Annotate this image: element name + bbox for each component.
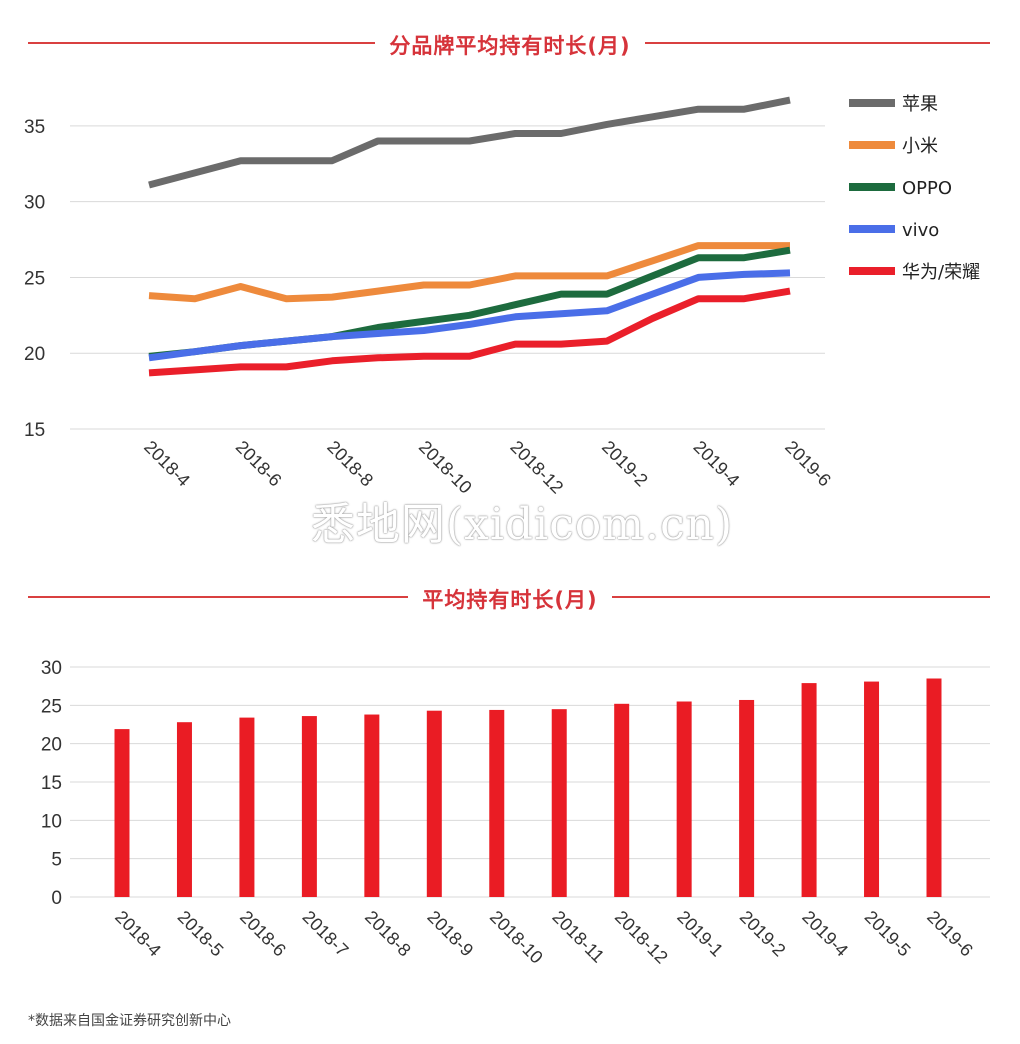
y-tick-label: 20	[41, 735, 62, 756]
x-tick-label: 2018-7	[299, 907, 353, 961]
bar	[301, 716, 317, 897]
x-tick-label: 2018-4	[111, 907, 165, 961]
bar	[551, 709, 567, 897]
x-tick-label: 2018-10	[486, 907, 547, 968]
x-tick-label: 2019-4	[798, 907, 852, 961]
x-tick-label: 2018-5	[174, 907, 228, 961]
y-tick-label: 5	[51, 850, 62, 871]
bar	[739, 699, 755, 897]
bar	[489, 709, 505, 897]
bar	[364, 714, 380, 897]
bar	[614, 703, 630, 897]
line-chart-title-row: 分品牌平均持有时长(月)	[0, 28, 1020, 58]
x-tick-label: 2019-5	[861, 907, 915, 961]
legend-label: vivo	[902, 220, 939, 241]
bar	[114, 729, 130, 897]
bar	[864, 681, 880, 897]
y-tick-label: 15	[24, 420, 45, 441]
watermark: 悉地网(xidicom.cn)	[310, 499, 734, 550]
bar-chart-title: 平均持有时长(月)	[408, 588, 612, 612]
x-tick-label: 2018-12	[611, 907, 672, 968]
bar	[176, 722, 192, 897]
bar	[426, 710, 442, 897]
y-tick-label: 20	[24, 344, 45, 365]
legend-label: OPPO	[902, 178, 952, 199]
legend-label: 华为/荣耀	[902, 262, 980, 283]
series-line	[148, 287, 791, 377]
bar	[926, 678, 942, 897]
y-tick-label: 10	[41, 811, 62, 832]
x-tick-label: 2018-11	[548, 907, 608, 967]
y-tick-label: 25	[41, 696, 62, 717]
bar	[239, 717, 255, 897]
legend-label: 苹果	[902, 94, 938, 115]
y-tick-label: 0	[51, 888, 62, 909]
x-tick-label: 2018-9	[423, 907, 477, 961]
bar-chart-title-row: 平均持有时长(月)	[0, 582, 1020, 612]
y-tick-label: 30	[41, 658, 62, 679]
x-tick-label: 2018-8	[361, 907, 415, 961]
bar	[676, 701, 692, 897]
series-line	[148, 269, 791, 362]
x-tick-label: 2019-2	[736, 907, 790, 961]
y-tick-label: 15	[41, 773, 62, 794]
line-chart-title: 分品牌平均持有时长(月)	[375, 34, 645, 58]
bar	[801, 683, 817, 897]
x-tick-label: 2019-1	[673, 907, 727, 961]
series-line	[148, 242, 790, 303]
y-tick-label: 25	[24, 268, 45, 289]
series-line	[148, 96, 791, 189]
footnote: *数据来自国金证券研究创新中心	[28, 1013, 231, 1029]
x-tick-label: 2018-6	[236, 907, 290, 961]
legend-label: 小米	[902, 136, 938, 157]
x-tick-label: 2019-6	[923, 907, 977, 961]
y-tick-label: 35	[24, 117, 45, 138]
y-tick-label: 30	[24, 193, 45, 214]
